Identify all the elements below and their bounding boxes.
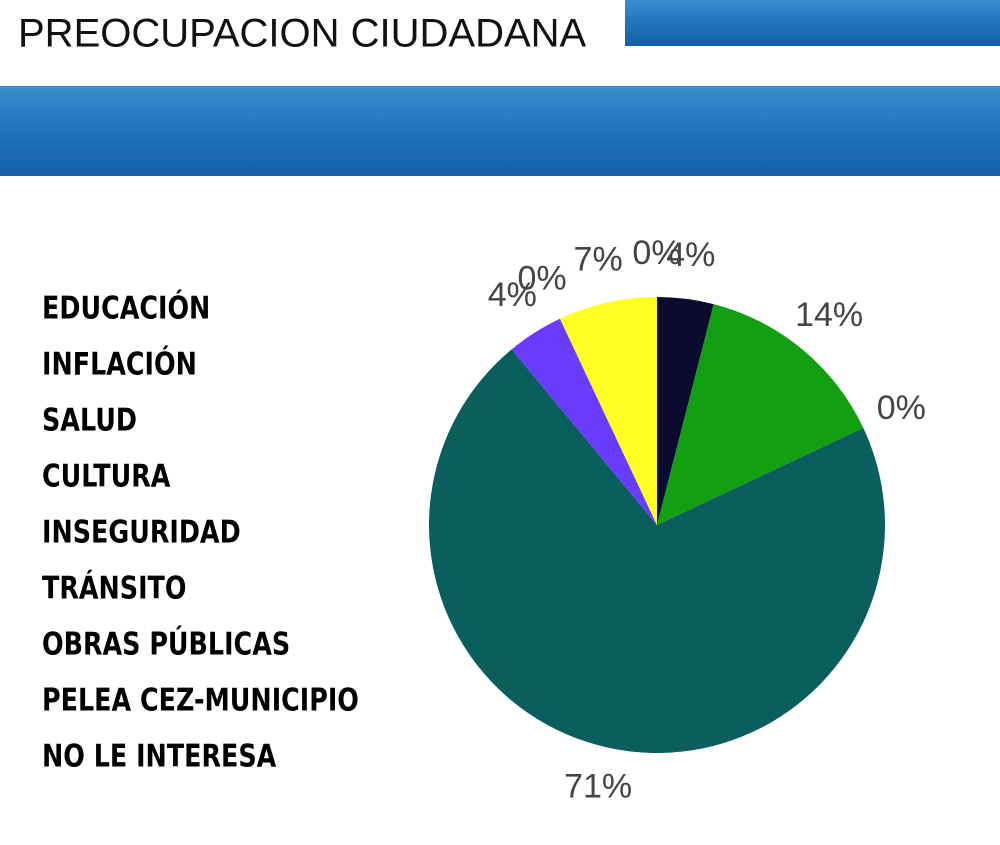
pie-chart: 0%4%14%0%71%4%0%7% xyxy=(429,234,926,805)
header-bar xyxy=(625,0,1000,46)
pie-slice xyxy=(657,297,714,525)
slice-label: 0% xyxy=(632,234,681,272)
list-item: INSEGURIDAD xyxy=(42,514,241,550)
list-item: INFLACIÓN xyxy=(42,345,197,382)
slice-label: 4% xyxy=(488,276,537,314)
slice-label: 14% xyxy=(795,296,863,334)
slice-label: 4% xyxy=(666,236,715,274)
slice-label: 0% xyxy=(517,260,566,298)
list-item: EDUCACIÓN xyxy=(42,289,210,326)
pie-slice xyxy=(559,297,657,525)
pie-slice xyxy=(511,318,657,525)
list-item: NO LE INTERESA xyxy=(42,738,276,774)
item-list: EDUCACIÓN INFLACIÓN SALUD CULTURA INSEGURIDA… xyxy=(42,289,359,774)
title: PREOCUPACION CIUDADANA xyxy=(18,12,587,56)
list-item: CULTURA xyxy=(42,458,170,494)
header-band xyxy=(0,86,1000,176)
slice-label: 71% xyxy=(564,767,632,805)
list-item: SALUD xyxy=(42,402,137,438)
slice-label: 0% xyxy=(877,389,926,427)
list-item: PELEA CEZ-MUNICIPIO xyxy=(42,682,359,718)
pie-slice xyxy=(657,304,864,525)
pie-slice xyxy=(429,349,886,753)
list-item: OBRAS PÚBLICAS xyxy=(42,625,290,662)
slice-label: 7% xyxy=(574,240,623,278)
list-item: TRÁNSITO xyxy=(42,569,186,606)
